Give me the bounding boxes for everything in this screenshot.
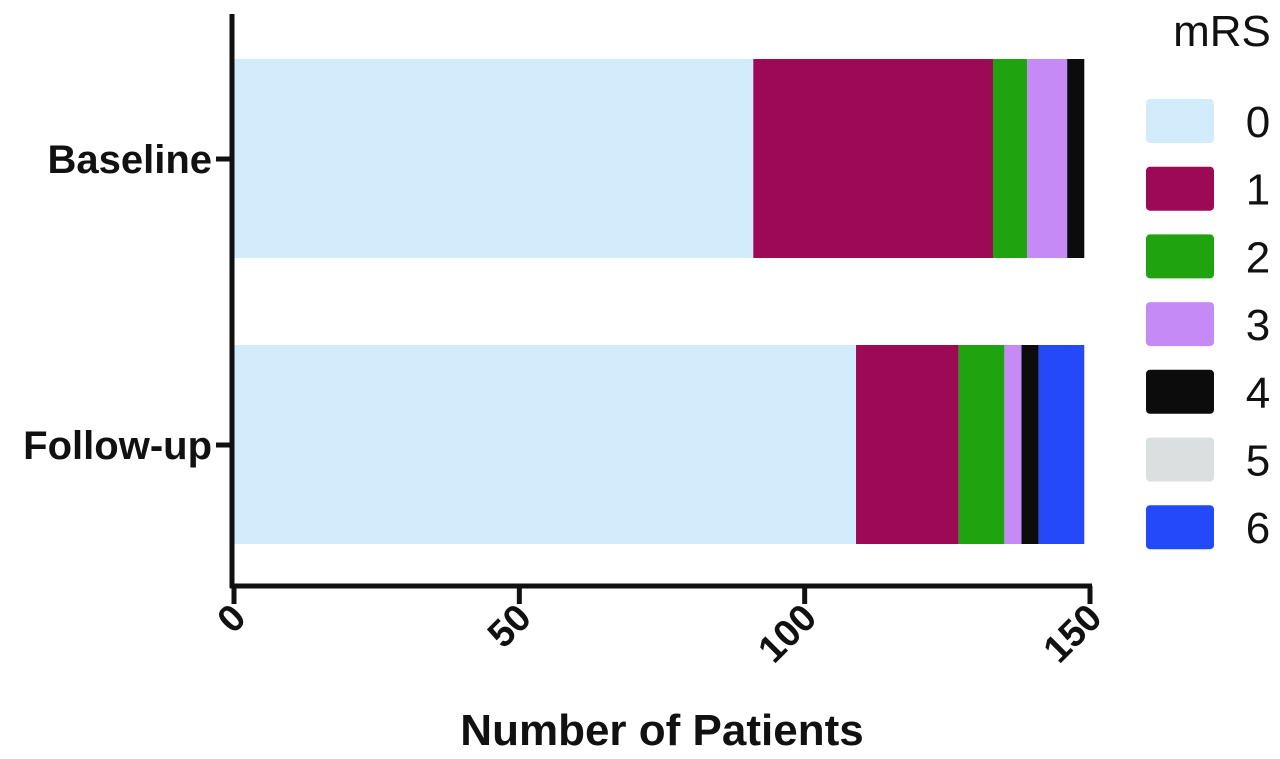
bars-group	[234, 59, 1085, 544]
legend-label-mrs-4: 4	[1246, 369, 1270, 418]
bar-baseline-mrs-0	[234, 59, 754, 258]
bar-follow-up-mrs-1	[856, 345, 959, 544]
legend-swatch-mrs-0	[1146, 99, 1214, 143]
legend-label-mrs-2: 2	[1246, 233, 1270, 282]
bar-follow-up-mrs-0	[234, 345, 857, 544]
x-tick-label: 100	[750, 597, 825, 672]
legend-label-mrs-0: 0	[1246, 98, 1270, 147]
x-tick-label: 50	[480, 597, 540, 657]
legend-label-mrs-1: 1	[1246, 166, 1270, 215]
legend-swatch-mrs-3	[1146, 302, 1214, 347]
legend-swatch-mrs-6	[1146, 505, 1214, 550]
bar-baseline-mrs-2	[992, 59, 1028, 258]
legend-swatch-mrs-5	[1146, 437, 1214, 482]
bar-follow-up-mrs-4	[1021, 345, 1039, 544]
bar-follow-up-mrs-3	[1004, 345, 1022, 544]
bar-baseline-mrs-3	[1027, 59, 1068, 258]
bar-baseline-mrs-4	[1067, 59, 1085, 258]
legend: 0 1 2 3 4 5 6	[1146, 98, 1270, 553]
x-tick-label: 150	[1036, 597, 1111, 672]
legend-swatch-mrs-1	[1146, 166, 1214, 211]
legend-title: mRS	[1173, 7, 1271, 56]
bar-baseline-mrs-1	[753, 59, 993, 258]
legend-label-mrs-3: 3	[1246, 301, 1270, 350]
legend-label-mrs-5: 5	[1246, 437, 1270, 486]
legend-label-mrs-6: 6	[1246, 504, 1270, 553]
legend-swatch-mrs-4	[1146, 369, 1214, 414]
x-ticks-group: 0 50 100 150	[210, 586, 1111, 672]
axes-group	[229, 14, 1092, 589]
x-axis-title: Number of Patients	[460, 706, 863, 755]
legend-swatch-mrs-2	[1146, 234, 1214, 279]
bar-follow-up-mrs-2	[958, 345, 1005, 544]
category-label: Follow-up	[23, 424, 212, 468]
category-label: Baseline	[47, 138, 212, 182]
bar-follow-up-mrs-6	[1038, 345, 1085, 544]
category-labels-group: Baseline Follow-up	[23, 138, 232, 468]
